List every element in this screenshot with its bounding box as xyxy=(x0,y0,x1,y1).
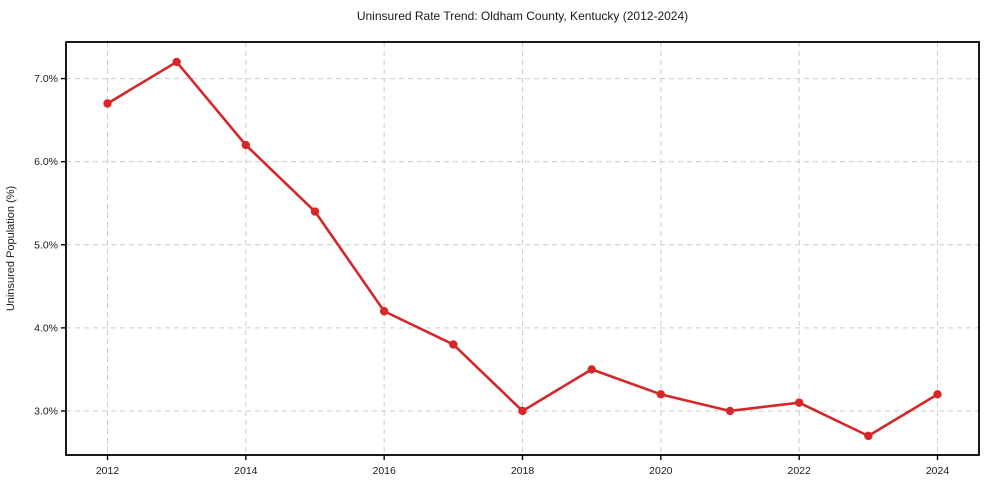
y-tick-label: 4.0% xyxy=(34,322,58,334)
chart-title: Uninsured Rate Trend: Oldham County, Ken… xyxy=(356,9,689,23)
data-point-2024 xyxy=(933,390,942,399)
data-point-2016 xyxy=(379,307,389,316)
data-point-2018 xyxy=(518,406,527,416)
data-point-2017 xyxy=(449,340,458,349)
y-tick-label: 5.0% xyxy=(34,239,58,251)
data-point-2022 xyxy=(794,398,804,407)
data-point-2015 xyxy=(310,207,320,216)
data-point-2013 xyxy=(172,57,181,67)
data-point-2020 xyxy=(656,390,666,399)
x-tick-label: 2016 xyxy=(372,465,396,477)
x-tick-label: 2018 xyxy=(511,465,535,477)
y-tick-label: 6.0% xyxy=(34,156,58,168)
x-tick-label: 2024 xyxy=(926,465,950,477)
y-tick-label: 3.0% xyxy=(34,405,58,417)
x-tick-label: 2012 xyxy=(96,465,120,477)
data-point-2014 xyxy=(241,140,251,150)
y-tick-label: 7.0% xyxy=(34,73,58,85)
data-point-2021 xyxy=(725,406,735,416)
x-tick-label: 2014 xyxy=(234,465,258,477)
data-point-2012 xyxy=(103,99,112,108)
data-point-2023 xyxy=(864,431,873,441)
y-axis-label: Uninsured Population (%) xyxy=(5,186,17,311)
x-tick-label: 2020 xyxy=(649,465,673,477)
x-tick-label: 2022 xyxy=(787,465,811,477)
data-point-2019 xyxy=(587,365,596,374)
